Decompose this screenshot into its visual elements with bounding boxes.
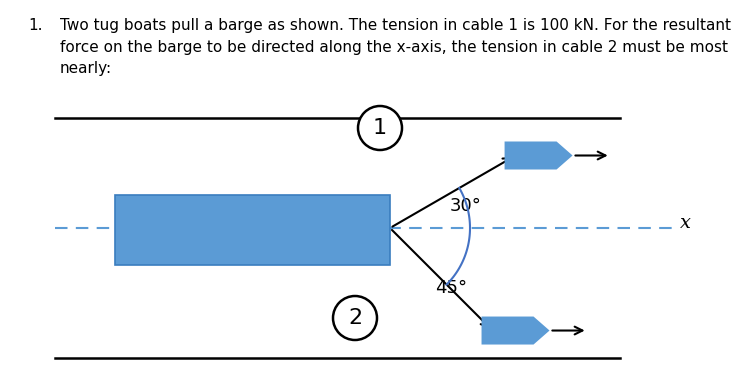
Text: 1.: 1. — [28, 18, 43, 33]
Bar — [115, 195, 390, 265]
Text: Two tug boats pull a barge as shown. The tension in cable 1 is 100 kN. For the r: Two tug boats pull a barge as shown. The… — [60, 18, 731, 76]
Polygon shape — [481, 316, 550, 345]
Text: 1: 1 — [373, 118, 387, 138]
Polygon shape — [505, 142, 573, 169]
Text: 2: 2 — [348, 308, 362, 328]
Circle shape — [333, 296, 377, 340]
Text: 45°: 45° — [435, 279, 467, 297]
Text: 30°: 30° — [450, 197, 482, 215]
Text: x: x — [680, 214, 691, 232]
Circle shape — [358, 106, 402, 150]
